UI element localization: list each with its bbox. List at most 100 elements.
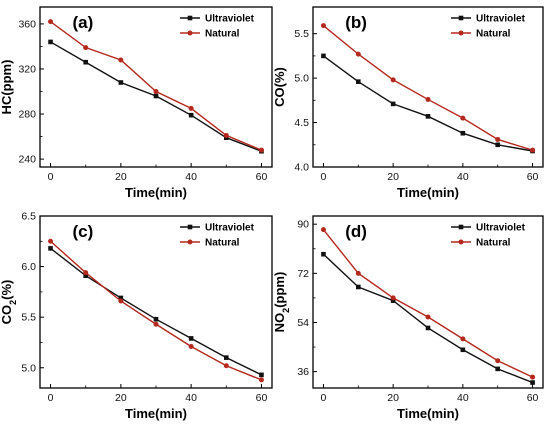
data-point-natural bbox=[83, 45, 89, 51]
data-point-ultraviolet bbox=[83, 59, 88, 65]
data-point-natural bbox=[223, 363, 229, 369]
y-axis-label: CO2(%) bbox=[0, 280, 18, 325]
legend-marker bbox=[187, 224, 193, 230]
data-point-natural bbox=[355, 51, 361, 57]
y-tick-label: 5.0 bbox=[294, 73, 309, 85]
series-line-ultraviolet bbox=[50, 247, 262, 376]
series-line-ultraviolet bbox=[323, 55, 533, 152]
panel-a: 0 20 40 60 240 280 320 360 Time(min) HC(ppm) (a) Ul… bbox=[0, 6, 273, 200]
x-tick-label: 60 bbox=[527, 171, 539, 183]
panel-b: 0 20 40 60 4.0 4.5 5.0 5.5 Time(min) CO(%) (b) Ultr… bbox=[272, 6, 544, 200]
legend-label-ultraviolet: Ultraviolet bbox=[476, 14, 526, 25]
data-point-ultraviolet bbox=[48, 39, 53, 45]
data-point-natural bbox=[188, 344, 194, 350]
data-point-natural bbox=[390, 77, 396, 83]
y-tick-label: 72 bbox=[297, 268, 309, 280]
legend-label-natural: Natural bbox=[205, 29, 240, 40]
data-point-ultraviolet bbox=[118, 295, 124, 301]
legend-marker bbox=[458, 30, 464, 36]
data-point-natural bbox=[83, 270, 89, 276]
panel-label: (a) bbox=[72, 13, 93, 32]
x-tick-label: 40 bbox=[185, 171, 197, 183]
legend-marker bbox=[187, 239, 193, 245]
data-point-ultraviolet bbox=[495, 366, 500, 372]
y-tick-label: 5.5 bbox=[294, 28, 309, 40]
data-point-ultraviolet bbox=[321, 53, 326, 59]
y-tick-label: 360 bbox=[18, 18, 36, 30]
data-point-natural bbox=[48, 238, 54, 244]
data-point-natural bbox=[530, 374, 536, 380]
legend: Ultraviolet Natural bbox=[180, 223, 255, 249]
legend-marker bbox=[187, 15, 193, 21]
data-point-natural bbox=[188, 105, 194, 111]
data-point-natural bbox=[258, 147, 264, 153]
data-point-ultraviolet bbox=[224, 355, 229, 360]
data-point-ultraviolet bbox=[425, 325, 431, 331]
legend-label-natural: Natural bbox=[476, 29, 511, 40]
x-tick-label: 0 bbox=[48, 392, 54, 404]
x-axis-label: Time(min) bbox=[125, 185, 187, 200]
data-point-ultraviolet bbox=[153, 316, 159, 322]
series-line-natural bbox=[323, 25, 533, 151]
data-point-ultraviolet bbox=[356, 79, 361, 84]
x-tick-label: 20 bbox=[115, 171, 127, 183]
legend: Ultraviolet Natural bbox=[180, 14, 255, 40]
data-point-ultraviolet bbox=[259, 372, 264, 378]
y-axis-label: NO2(ppm) bbox=[272, 272, 291, 333]
series-line-natural bbox=[50, 21, 262, 151]
legend-label-ultraviolet: Ultraviolet bbox=[476, 223, 526, 234]
data-point-ultraviolet bbox=[356, 284, 361, 290]
x-axis-label: Time(min) bbox=[397, 185, 459, 200]
data-point-natural bbox=[530, 147, 536, 153]
x-axis-label: Time(min) bbox=[397, 406, 459, 421]
legend-label-natural: Natural bbox=[205, 238, 240, 249]
panel-label: (d) bbox=[345, 222, 367, 241]
y-tick-label: 4.5 bbox=[294, 117, 309, 129]
data-point-ultraviolet bbox=[321, 251, 326, 257]
legend-marker bbox=[458, 15, 464, 21]
data-point-ultraviolet bbox=[390, 101, 396, 107]
y-axis-label: CO(%) bbox=[272, 67, 287, 107]
data-point-natural bbox=[460, 336, 466, 342]
data-point-natural bbox=[495, 358, 501, 364]
x-tick-label: 0 bbox=[321, 171, 327, 183]
data-point-natural bbox=[48, 19, 54, 25]
data-point-natural bbox=[425, 314, 431, 320]
x-tick-label: 0 bbox=[48, 171, 54, 183]
x-tick-label: 40 bbox=[185, 392, 197, 404]
data-point-ultraviolet bbox=[530, 380, 535, 385]
y-axis-label: HC(ppm) bbox=[0, 60, 14, 115]
y-tick-label: 90 bbox=[297, 219, 309, 231]
legend-marker bbox=[458, 224, 464, 230]
data-point-natural bbox=[223, 132, 229, 138]
y-tick-label: 280 bbox=[18, 109, 36, 121]
legend-marker bbox=[458, 239, 464, 245]
legend-label-ultraviolet: Ultraviolet bbox=[205, 14, 255, 25]
data-point-natural bbox=[460, 115, 466, 121]
y-tick-label: 54 bbox=[297, 317, 309, 329]
data-point-ultraviolet bbox=[83, 273, 88, 278]
x-tick-label: 20 bbox=[115, 392, 127, 404]
data-point-ultraviolet bbox=[495, 142, 500, 148]
data-point-ultraviolet bbox=[460, 347, 466, 353]
panel-label: (b) bbox=[345, 13, 367, 32]
x-tick-label: 60 bbox=[527, 392, 539, 404]
legend-marker bbox=[187, 30, 193, 36]
data-point-natural bbox=[320, 23, 326, 29]
panel-label: (c) bbox=[72, 222, 93, 241]
y-tick-label: 240 bbox=[18, 154, 36, 166]
legend: Ultraviolet Natural bbox=[451, 14, 526, 40]
data-point-ultraviolet bbox=[48, 246, 53, 251]
x-tick-label: 40 bbox=[457, 171, 469, 183]
data-point-natural bbox=[118, 298, 124, 304]
y-tick-label: 5.0 bbox=[21, 362, 36, 374]
data-point-ultraviolet bbox=[460, 130, 466, 136]
y-tick-label: 6.0 bbox=[21, 261, 36, 273]
panel-d: 0 20 40 60 36 54 72 90 Time(min) NO2(ppm) (d) Ultra… bbox=[272, 215, 544, 421]
data-point-ultraviolet bbox=[153, 93, 159, 99]
x-tick-label: 60 bbox=[256, 171, 268, 183]
data-point-natural bbox=[153, 89, 159, 95]
x-tick-label: 60 bbox=[256, 392, 268, 404]
panel-c: 0 20 40 60 5.0 5.5 6.0 6.5 Time(min) CO2(%) (c) Ult… bbox=[0, 211, 273, 421]
